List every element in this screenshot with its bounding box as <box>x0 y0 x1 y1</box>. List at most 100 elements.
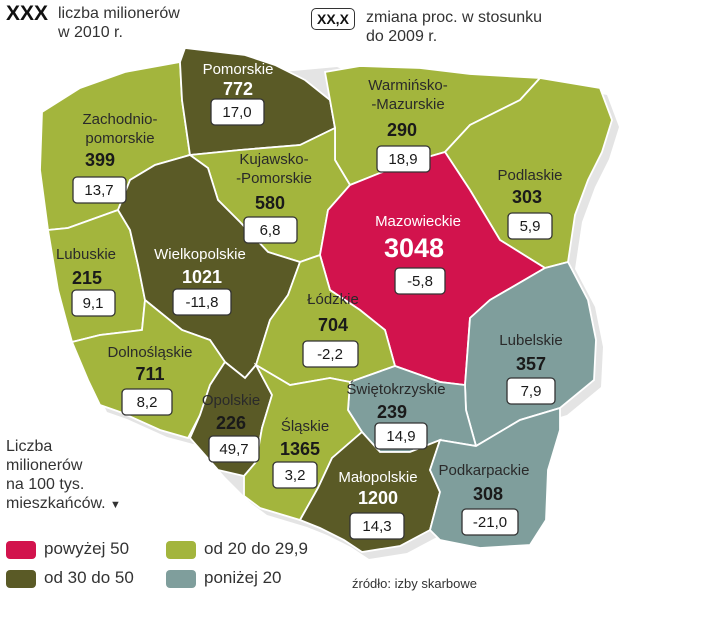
region-value-lodzkie: 704 <box>318 315 348 335</box>
label-group-lubuskie: Lubuskie 215 9,1 <box>56 246 116 317</box>
label-group-kujawsko: Kujawsko- -Pomorskie 580 6,8 <box>236 151 312 244</box>
change-box-pomorskie <box>210 98 265 126</box>
region-name-opolskie: Opolskie <box>202 392 260 409</box>
region-name-malopolskie: Małopolskie <box>338 469 417 486</box>
change-box-lubelskie <box>506 377 556 405</box>
region-name-warminsko-1: Warmińsko- <box>368 77 447 94</box>
region-change-mazowieckie: -5,8 <box>407 273 433 290</box>
region-change-opolskie: 49,7 <box>219 441 248 458</box>
arrow-down-icon: ▼ <box>110 499 121 511</box>
change-box-dolnoslaskie <box>121 388 173 416</box>
label-group-lubelskie: Lubelskie 357 7,9 <box>499 332 563 405</box>
legend-swatch-1 <box>166 541 196 559</box>
label-group-warminsko: Warmińsko- -Mazurskie 290 18,9 <box>368 77 448 173</box>
region-value-zachodniopomorskie: 399 <box>85 150 115 170</box>
region-value-opolskie: 226 <box>216 413 246 433</box>
region-change-swietokrzyskie: 14,9 <box>386 428 415 445</box>
region-name-mazowieckie: Mazowieckie <box>375 213 461 230</box>
region-name-slaskie: Śląskie <box>281 417 329 435</box>
region-change-warminsko: 18,9 <box>388 151 417 168</box>
side-note-line2: milionerów <box>6 457 83 474</box>
change-description: zmiana proc. w stosunku do 2009 r. <box>366 8 542 46</box>
region-name-podlaskie: Podlaskie <box>497 167 562 184</box>
label-group-lodzkie: Łódzkie 704 -2,2 <box>302 291 359 368</box>
region-change-podlaskie: 5,9 <box>520 218 541 235</box>
region-value-swietokrzyskie: 239 <box>377 402 407 422</box>
region-value-lubelskie: 357 <box>516 354 546 374</box>
region-change-podkarpackie: -21,0 <box>473 514 507 531</box>
region-name-wielkopolskie: Wielkopolskie <box>154 246 246 263</box>
region-name-pomorskie: Pomorskie <box>203 61 274 78</box>
region-value-slaskie: 1365 <box>280 439 320 459</box>
change-box-warminsko <box>376 145 431 173</box>
legend-swatch-2 <box>6 570 36 588</box>
change-box-opolskie <box>208 435 260 463</box>
label-group-mazowieckie: Mazowieckie 3048 -5,8 <box>375 213 461 295</box>
region-change-pomorskie: 17,0 <box>222 104 251 121</box>
label-group-pomorskie: Pomorskie 772 17,0 <box>203 61 274 126</box>
change-description-line2: do 2009 r. <box>366 28 438 45</box>
region-value-dolnoslaskie: 711 <box>135 364 164 384</box>
label-group-wielkopolskie: Wielkopolskie 1021 -11,8 <box>154 246 246 316</box>
side-note-line3: na 100 tys. <box>6 476 85 493</box>
region-change-lubuskie: 9,1 <box>83 295 104 312</box>
change-box-podkarpackie <box>461 508 519 536</box>
legend-swatch-0 <box>6 541 36 559</box>
region-value-warminsko: 290 <box>387 120 417 140</box>
region-value-mazowieckie: 3048 <box>384 233 444 263</box>
value-description: liczba milionerów w 2010 r. <box>58 4 180 42</box>
change-box-kujawsko <box>243 216 298 244</box>
region-change-dolnoslaskie: 8,2 <box>137 394 158 411</box>
region-change-wielkopolskie: -11,8 <box>185 294 218 311</box>
label-group-malopolskie: Małopolskie 1200 14,3 <box>338 469 418 540</box>
value-description-line1: liczba milionerów <box>58 5 180 22</box>
region-name-lubelskie: Lubelskie <box>499 332 562 349</box>
region-change-slaskie: 3,2 <box>285 467 306 484</box>
label-group-zachodniopomorskie: Zachodnio- pomorskie 399 13,7 <box>72 111 158 204</box>
side-note-line1: Liczba <box>6 438 53 455</box>
legend-swatch-3 <box>166 570 196 588</box>
region-change-malopolskie: 14,3 <box>362 518 391 535</box>
change-box-podlaskie <box>507 212 553 240</box>
change-box-wielkopolskie <box>172 288 232 316</box>
legend-label-3: poniżej 20 <box>204 568 282 587</box>
legend-label-2: od 30 do 50 <box>44 568 134 587</box>
region-name-zachodniopomorskie-1: Zachodnio- <box>82 111 157 128</box>
legend-label-1: od 20 do 29,9 <box>204 539 308 558</box>
change-box-mazowieckie <box>394 267 446 295</box>
region-value-pomorskie: 772 <box>223 79 253 99</box>
change-box-swietokrzyskie <box>374 422 428 450</box>
change-box-slaskie <box>272 461 318 489</box>
region-name-warminsko-2: -Mazurskie <box>371 96 444 113</box>
region-name-lodzkie: Łódzkie <box>307 291 359 308</box>
value-description-line2: w 2010 r. <box>58 24 123 41</box>
source-note: źródło: izby skarbowe <box>352 576 477 591</box>
region-value-podkarpackie: 308 <box>473 484 503 504</box>
label-group-swietokrzyskie: Świętokrzyskie 239 14,9 <box>346 380 446 450</box>
change-box-malopolskie <box>349 512 405 540</box>
side-note-line4: mieszkańców. ▼ <box>6 494 121 515</box>
region-change-kujawsko: 6,8 <box>260 222 281 239</box>
change-key: XX,X <box>311 8 355 30</box>
region-value-wielkopolskie: 1021 <box>182 267 222 287</box>
region-name-kujawsko-2: -Pomorskie <box>236 170 312 187</box>
change-box-lubuskie <box>71 289 116 317</box>
label-group-podkarpackie: Podkarpackie 308 -21,0 <box>439 462 530 536</box>
region-change-zachodniopomorskie: 13,7 <box>84 182 113 199</box>
region-name-podkarpackie: Podkarpackie <box>439 462 530 479</box>
change-description-line1: zmiana proc. w stosunku <box>366 9 543 26</box>
label-group-opolskie: Opolskie 226 49,7 <box>202 392 260 463</box>
value-key: XXX <box>6 2 49 25</box>
region-name-swietokrzyskie: Świętokrzyskie <box>346 380 445 398</box>
region-value-malopolskie: 1200 <box>358 488 398 508</box>
side-note: Liczba milionerów na 100 tys. mieszkańcó… <box>6 437 121 515</box>
region-value-kujawsko: 580 <box>255 193 285 213</box>
change-box-lodzkie <box>302 340 359 368</box>
region-change-lodzkie: -2,2 <box>317 346 343 363</box>
side-note-line4-text: mieszkańców. <box>6 495 106 512</box>
region-name-zachodniopomorskie-2: pomorskie <box>85 130 154 147</box>
region-name-lubuskie: Lubuskie <box>56 246 116 263</box>
region-value-lubuskie: 215 <box>72 268 102 288</box>
region-name-kujawsko-1: Kujawsko- <box>239 151 308 168</box>
